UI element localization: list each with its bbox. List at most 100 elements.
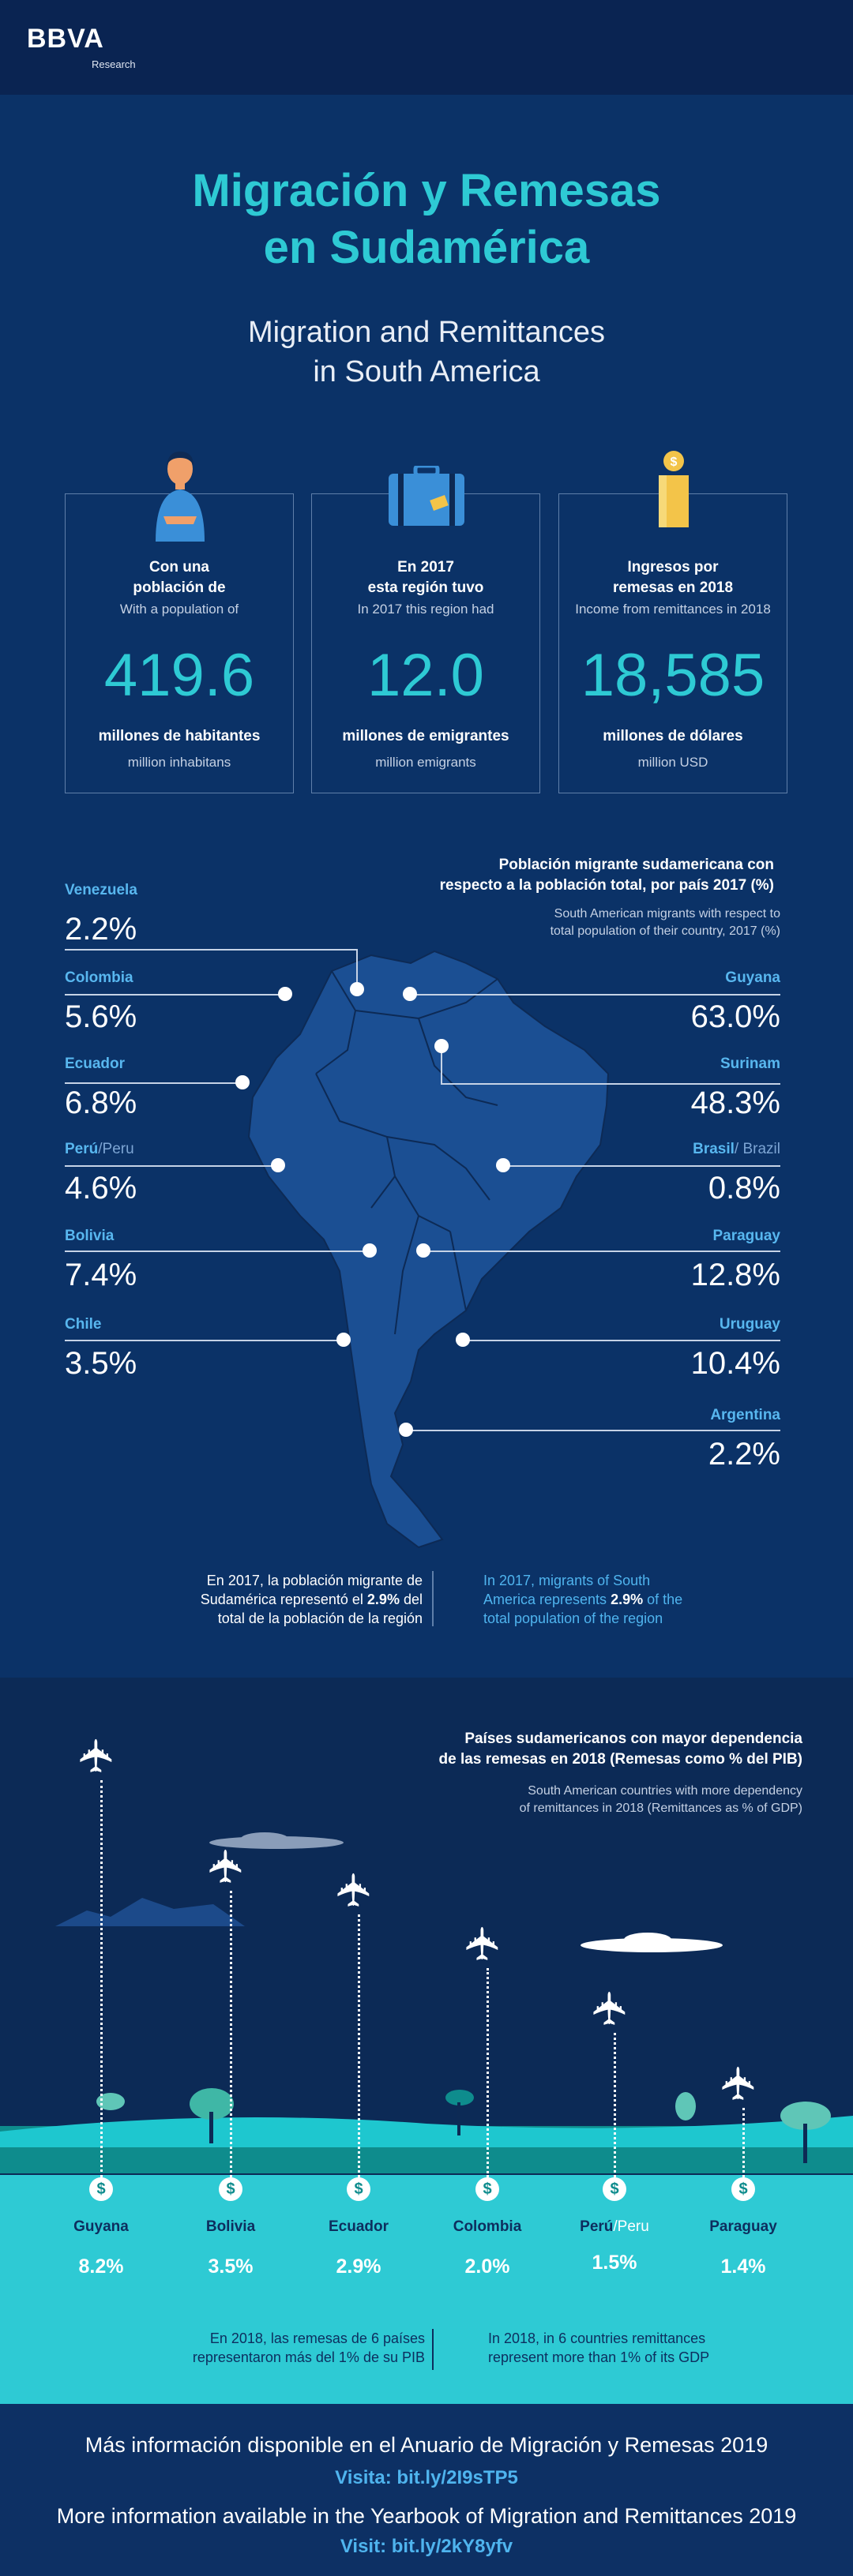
page-subtitle-line1: Migration and Remittances bbox=[248, 316, 605, 349]
venezuela-leader-vertical bbox=[356, 949, 358, 988]
airplane-icon: ✈ bbox=[201, 1847, 253, 1886]
map-heading-line2: respecto a la población total, por país … bbox=[439, 877, 774, 894]
remit-country-value: 1.4% bbox=[720, 2255, 766, 2278]
map-country-value: 63.0% bbox=[690, 999, 780, 1034]
map-country-name: Guyana bbox=[505, 969, 780, 987]
stat-heading-en: With a population of bbox=[119, 602, 239, 617]
map-section-heading: Población migrante sudamericana con resp… bbox=[332, 855, 774, 896]
map-note-en-line2-end: of the bbox=[647, 1592, 683, 1607]
map-country-value: 3.5% bbox=[65, 1346, 137, 1381]
map-country-value: 5.6% bbox=[65, 999, 137, 1034]
country-name-es: Venezuela bbox=[65, 882, 137, 898]
map-heading-line1: Población migrante sudamericana con bbox=[498, 857, 774, 873]
dollar-coin-icon: $ bbox=[89, 2177, 113, 2201]
map-note-es-figure: 2.9% bbox=[366, 1592, 400, 1607]
dollar-coin-icon: $ bbox=[475, 2177, 499, 2201]
remittance-section bbox=[0, 1678, 853, 2191]
map-country-name: Bolivia bbox=[65, 1228, 114, 1245]
country-name-es: Bolivia bbox=[65, 1228, 115, 1244]
remit-section-subheading: South American countries with more depen… bbox=[300, 1783, 802, 1817]
remit-note-es-line1: En 2018, las remesas de 6 países bbox=[209, 2330, 425, 2346]
hill-curve bbox=[0, 2116, 853, 2147]
map-country-name: Paraguay bbox=[505, 1228, 780, 1245]
map-note-en: In 2017, migrants of South America repre… bbox=[483, 1571, 768, 1628]
bbva-logo: BBVA bbox=[27, 24, 104, 54]
remit-country-name: Guyana bbox=[38, 2218, 164, 2236]
stat-label: millones de dólares bbox=[603, 728, 743, 744]
country-name-es: Guyana bbox=[725, 969, 780, 986]
map-country-name: Colombia bbox=[65, 969, 133, 987]
remit-section-heading: Países sudamericanos con mayor dependenc… bbox=[300, 1729, 802, 1770]
country-name-es: Colombia bbox=[453, 2218, 522, 2235]
map-country-value: 2.2% bbox=[65, 912, 137, 947]
map-note-en-line2: America represents bbox=[483, 1592, 607, 1607]
brasil-marker bbox=[496, 1158, 510, 1172]
country-name-es: Paraguay bbox=[709, 2218, 777, 2235]
tree-icon bbox=[675, 2092, 696, 2120]
stat-label-en: million emigrants bbox=[375, 755, 476, 770]
venezuela-leader-line bbox=[65, 949, 357, 951]
cloud-left bbox=[209, 1832, 344, 1849]
country-name-es: Chile bbox=[65, 1316, 102, 1333]
tree-icon bbox=[96, 2093, 125, 2110]
map-country-name: Surinam bbox=[505, 1056, 780, 1073]
stat-heading-en: Income from remittances in 2018 bbox=[575, 602, 771, 617]
footer-info-es: Más información disponible en el Anuario… bbox=[85, 2433, 768, 2457]
stat-card-emigrants: En 2017 esta región tuvo In 2017 this reg… bbox=[311, 466, 540, 793]
country-name-es: Surinam bbox=[720, 1056, 780, 1072]
bolivia-leader-line bbox=[65, 1251, 373, 1252]
remit-country-name: Ecuador bbox=[295, 2218, 422, 2236]
airplane-icon: ✈ bbox=[329, 1870, 381, 1910]
colombia-leader-line bbox=[65, 994, 286, 996]
map-country-name: Ecuador bbox=[65, 1056, 125, 1073]
tree-icon bbox=[780, 2102, 831, 2163]
chile-marker bbox=[336, 1333, 351, 1347]
ground-band bbox=[0, 2175, 853, 2404]
remit-note-en: In 2018, in 6 countries remittances repr… bbox=[488, 2329, 788, 2367]
stat-heading-line1: Con una bbox=[149, 559, 209, 576]
map-note-en-figure: 2.9% bbox=[611, 1592, 644, 1607]
remit-sub-line2: of remittances in 2018 (Remittances as %… bbox=[519, 1802, 802, 1815]
map-section-subheading: South American migrants with respect to … bbox=[332, 906, 780, 940]
chile-leader-line bbox=[65, 1340, 345, 1341]
stat-heading-line2: esta región tuvo bbox=[367, 579, 484, 596]
map-sub-line2: total population of their country, 2017 … bbox=[550, 924, 780, 938]
map-country-value: 0.8% bbox=[708, 1171, 780, 1206]
remit-heading-line2: de las remesas en 2018 (Remesas como % d… bbox=[438, 1751, 802, 1768]
page-title-line1: Migración y Remesas bbox=[192, 165, 661, 216]
person-icon bbox=[156, 452, 205, 542]
stat-heading-line2: remesas en 2018 bbox=[612, 579, 734, 596]
airplane-icon: ✈ bbox=[713, 2064, 765, 2103]
dotted-trail bbox=[614, 2033, 616, 2177]
stat-card-remittances: $ Ingresos por remesas en 2018 Income fro… bbox=[558, 451, 787, 793]
paraguay-leader-line bbox=[426, 1251, 780, 1252]
dotted-trail bbox=[358, 1914, 360, 2177]
remit-country-value: 1.5% bbox=[592, 2252, 637, 2274]
remit-country-value: 3.5% bbox=[208, 2255, 254, 2278]
map-country-value: 4.6% bbox=[65, 1171, 137, 1206]
guyana-leader-line bbox=[411, 994, 780, 996]
remit-note-en-line2: represent more than 1% of its GDP bbox=[488, 2349, 710, 2365]
airplane-icon: ✈ bbox=[71, 1736, 123, 1775]
top-bar bbox=[0, 0, 853, 95]
map-country-value: 2.2% bbox=[708, 1437, 780, 1472]
hero-section bbox=[0, 95, 853, 1678]
stat-heading: En 2017 esta región tuvo bbox=[312, 557, 539, 598]
stat-heading-line1: En 2017 bbox=[397, 559, 454, 576]
remit-country-value: 2.0% bbox=[464, 2255, 510, 2278]
remit-note-es: En 2018, las remesas de 6 países represe… bbox=[103, 2329, 425, 2367]
remit-note-en-line1: In 2018, in 6 countries remittances bbox=[488, 2330, 706, 2346]
country-name-es: Perú bbox=[65, 1141, 99, 1157]
map-country-value: 10.4% bbox=[690, 1346, 780, 1381]
footer-link-en[interactable]: Visit: bit.ly/2kY8yfv bbox=[340, 2536, 513, 2557]
footer-link-es[interactable]: Visita: bit.ly/2I9sTP5 bbox=[335, 2467, 518, 2488]
peru-leader-line bbox=[65, 1165, 278, 1167]
country-name-es: Brasil bbox=[693, 1141, 735, 1157]
venezuela-marker bbox=[350, 982, 364, 996]
uruguay-marker bbox=[456, 1333, 470, 1347]
map-note-es-line3: total de la población de la región bbox=[217, 1610, 423, 1626]
stat-label: millones de habitantes bbox=[98, 728, 261, 744]
ecuador-marker bbox=[235, 1075, 250, 1089]
dollar-coin-icon: $ bbox=[219, 2177, 242, 2201]
coins-icon: $ bbox=[659, 451, 689, 527]
